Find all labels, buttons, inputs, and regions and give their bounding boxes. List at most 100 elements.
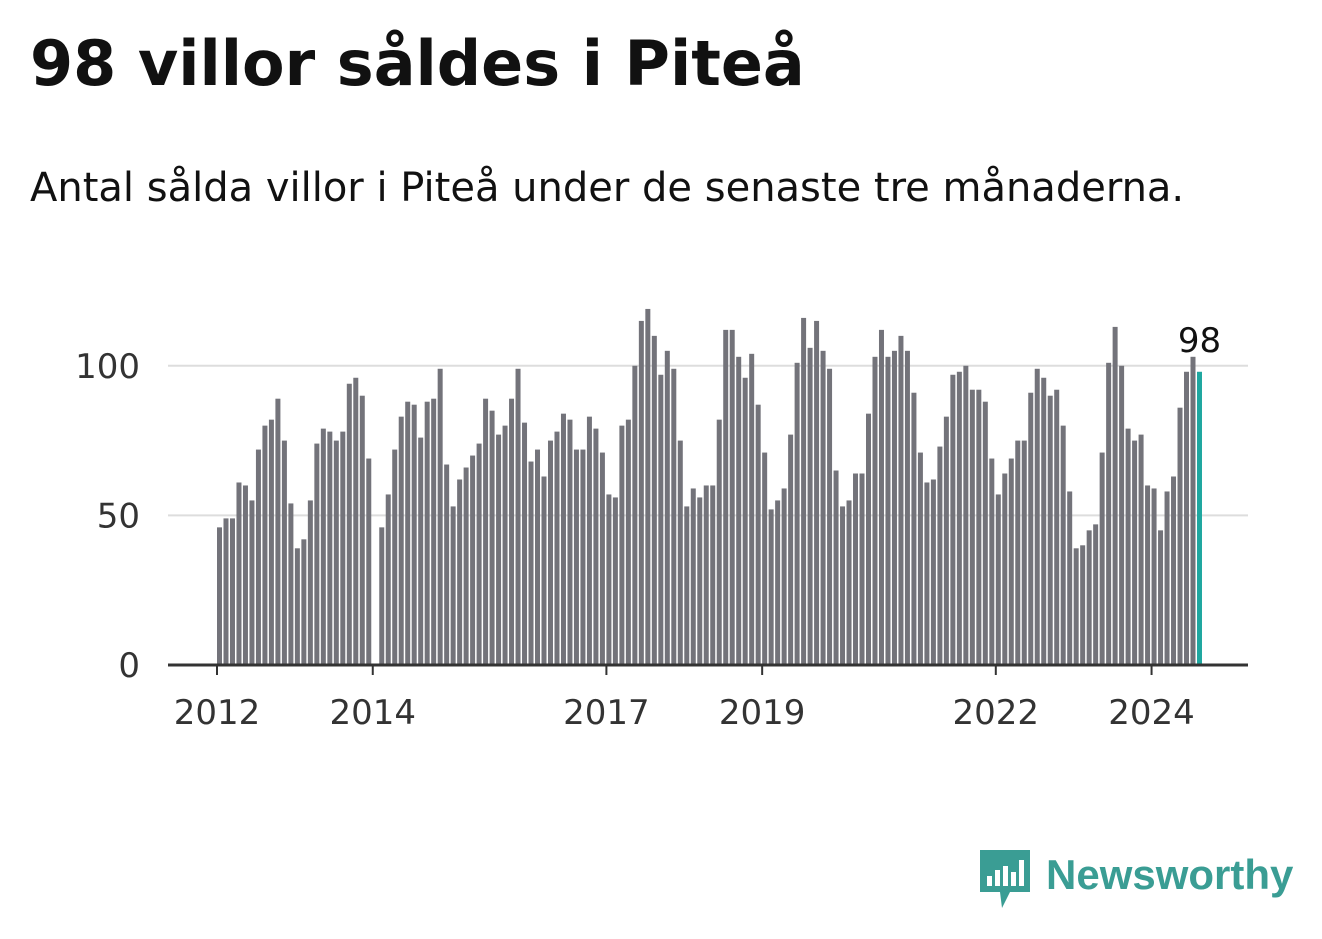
bar: [1158, 530, 1164, 665]
bar: [1099, 452, 1105, 665]
bar: [236, 482, 242, 665]
bar: [1106, 362, 1112, 665]
bar: [1080, 545, 1086, 665]
bar: [353, 377, 359, 665]
bar: [820, 350, 826, 665]
x-tick-label: 2014: [329, 693, 416, 733]
bar: [1021, 440, 1027, 665]
bar: [379, 527, 385, 665]
bar: [645, 308, 651, 665]
x-tick-label: 2017: [563, 693, 650, 733]
brand-logo-block[interactable]: Newsworthy: [980, 848, 1293, 910]
bar: [930, 479, 936, 665]
bar: [444, 464, 450, 665]
bar: [567, 419, 573, 665]
bar: [483, 398, 489, 665]
bar: [807, 347, 813, 665]
bar-chart: 0 50 100 2012 2014 2017 2019 2022 2024 98: [75, 308, 1248, 733]
bar: [1138, 434, 1144, 665]
bar: [781, 488, 787, 665]
bar: [625, 419, 631, 665]
bar: [1119, 365, 1125, 665]
bar: [1164, 491, 1170, 665]
bar: [405, 401, 411, 665]
bar: [1067, 491, 1073, 665]
bar: [989, 458, 995, 665]
bar: [476, 443, 482, 665]
bar: [288, 503, 294, 665]
bar: [541, 476, 547, 665]
bar: [437, 368, 443, 665]
axes: [168, 663, 1248, 675]
bar: [703, 485, 709, 665]
bar: [489, 410, 495, 665]
bar: [710, 485, 716, 665]
y-tick-label: 100: [75, 347, 140, 387]
bar: [716, 419, 722, 665]
bar: [418, 437, 424, 665]
bar: [794, 362, 800, 665]
bar: [950, 374, 956, 665]
bar: [320, 428, 326, 665]
chart-subtitle: Antal sålda villor i Piteå under de sena…: [30, 165, 1185, 211]
bar: [301, 539, 307, 665]
bar: [664, 350, 670, 665]
bar: [294, 548, 300, 665]
x-tick-label: 2022: [953, 693, 1040, 733]
bar-chart-speech-bubble-icon: [980, 850, 1030, 908]
bar: [827, 368, 833, 665]
bar: [768, 509, 774, 665]
bar: [762, 452, 768, 665]
bar: [223, 518, 229, 665]
bar: [801, 317, 807, 665]
bar: [1034, 368, 1040, 665]
bar: [723, 329, 729, 665]
bar: [671, 368, 677, 665]
bar: [943, 416, 949, 665]
bar: [593, 428, 599, 665]
bar: [833, 470, 839, 665]
x-tick-label: 2019: [719, 693, 806, 733]
bar: [359, 395, 365, 665]
bar: [956, 371, 962, 665]
bar: [911, 392, 917, 665]
bar: [411, 404, 417, 665]
bar: [547, 440, 553, 665]
bar: [658, 374, 664, 665]
bar: [327, 431, 333, 665]
bar: [891, 350, 897, 665]
bar: [1060, 425, 1066, 665]
bar: [385, 494, 391, 665]
bar: [885, 356, 891, 665]
x-tick-label: 2012: [174, 693, 261, 733]
bar: [242, 485, 248, 665]
bar: [515, 368, 521, 665]
bar: [638, 320, 644, 665]
bar: [859, 473, 865, 665]
bar: [840, 506, 846, 665]
bar: [976, 389, 982, 665]
bar: [333, 440, 339, 665]
bar: [1177, 407, 1183, 665]
bar: [742, 377, 748, 665]
bar: [1145, 485, 1151, 665]
y-tick-label: 50: [97, 496, 140, 536]
bars: [217, 308, 1202, 665]
bar: [1171, 476, 1177, 665]
bar: [1047, 395, 1053, 665]
bar: [898, 335, 904, 665]
bar: [1086, 530, 1092, 665]
bar: [1132, 440, 1138, 665]
bar: [366, 458, 372, 665]
bar: [1008, 458, 1014, 665]
bar: [1093, 524, 1099, 665]
bar: [924, 482, 930, 665]
labels: 0 50 100 2012 2014 2017 2019 2022 2024 98: [75, 321, 1221, 733]
bar: [398, 416, 404, 665]
bar: [1054, 389, 1060, 665]
brand-name: Newsworthy: [1046, 851, 1294, 898]
bar: [995, 494, 1001, 665]
y-tick-label: 0: [118, 646, 140, 686]
bar: [878, 329, 884, 665]
bar: [262, 425, 268, 665]
